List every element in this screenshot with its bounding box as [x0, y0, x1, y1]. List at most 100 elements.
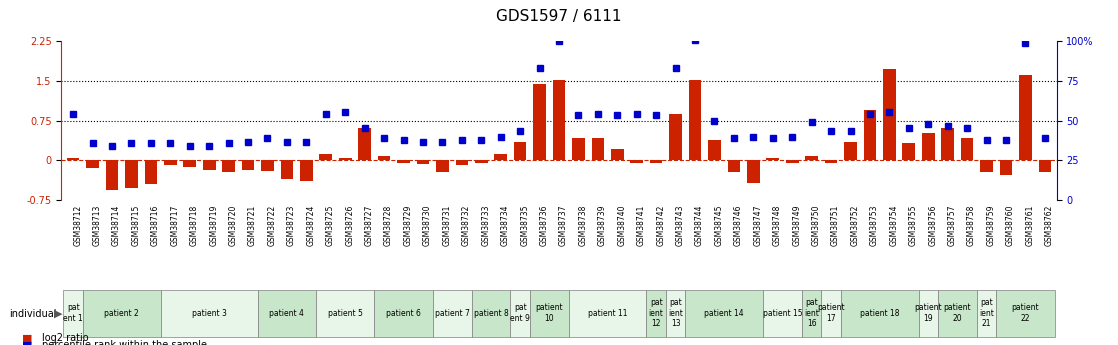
Bar [631, 160, 643, 163]
Bar [514, 142, 527, 160]
FancyBboxPatch shape [666, 290, 685, 337]
Text: pat
ent 9: pat ent 9 [510, 303, 530, 323]
FancyBboxPatch shape [919, 290, 938, 337]
Text: ▶: ▶ [54, 309, 63, 319]
FancyBboxPatch shape [161, 290, 258, 337]
Text: GSM38715: GSM38715 [132, 204, 141, 246]
FancyBboxPatch shape [83, 290, 161, 337]
Text: GSM38755: GSM38755 [909, 204, 918, 246]
Text: GSM38723: GSM38723 [287, 204, 296, 246]
Bar [863, 110, 877, 160]
Text: GSM38725: GSM38725 [325, 204, 334, 246]
Text: individual: individual [9, 309, 56, 319]
Bar [144, 160, 158, 184]
Bar [320, 154, 332, 160]
Bar [222, 160, 235, 172]
Text: GSM38736: GSM38736 [540, 204, 549, 246]
Bar [281, 160, 293, 179]
Text: GSM38721: GSM38721 [248, 204, 257, 246]
Bar [494, 154, 508, 160]
Text: patient 15: patient 15 [762, 308, 803, 318]
FancyBboxPatch shape [822, 290, 841, 337]
Bar [883, 69, 896, 160]
Bar [183, 160, 196, 167]
Text: patient 8: patient 8 [474, 308, 509, 318]
Text: pat
ient
12: pat ient 12 [648, 298, 664, 328]
Bar [1020, 75, 1032, 160]
Text: GSM38744: GSM38744 [695, 204, 704, 246]
Text: GSM38732: GSM38732 [462, 204, 471, 246]
Bar [572, 138, 585, 160]
Bar [417, 160, 429, 164]
Bar [825, 160, 837, 163]
Bar [922, 133, 935, 160]
Text: patient 6: patient 6 [386, 308, 421, 318]
Bar [1039, 160, 1051, 172]
Bar [728, 160, 740, 172]
Text: patient
22: patient 22 [1012, 303, 1040, 323]
Text: GSM38746: GSM38746 [733, 204, 742, 246]
Text: patient 14: patient 14 [704, 308, 743, 318]
Bar [747, 160, 759, 183]
Bar [455, 160, 468, 165]
FancyBboxPatch shape [646, 290, 666, 337]
Text: patient
19: patient 19 [915, 303, 942, 323]
Text: GSM38714: GSM38714 [112, 204, 121, 246]
Bar [475, 160, 487, 163]
Bar [339, 158, 351, 160]
FancyBboxPatch shape [258, 290, 316, 337]
Text: GSM38754: GSM38754 [890, 204, 899, 246]
Text: GSM38750: GSM38750 [812, 204, 821, 246]
Text: GSM38737: GSM38737 [559, 204, 568, 246]
Text: GSM38729: GSM38729 [404, 204, 413, 246]
Bar [397, 160, 410, 163]
Bar [164, 160, 177, 165]
Text: GSM38748: GSM38748 [773, 204, 781, 246]
Bar [378, 156, 390, 160]
FancyBboxPatch shape [764, 290, 802, 337]
Bar [591, 138, 604, 160]
FancyBboxPatch shape [685, 290, 764, 337]
Text: patient 5: patient 5 [328, 308, 362, 318]
Bar [941, 128, 954, 160]
FancyBboxPatch shape [375, 290, 433, 337]
FancyBboxPatch shape [569, 290, 646, 337]
Text: pat
ient
16: pat ient 16 [804, 298, 819, 328]
FancyBboxPatch shape [316, 290, 375, 337]
FancyBboxPatch shape [530, 290, 569, 337]
Bar [670, 114, 682, 160]
Bar [241, 160, 255, 170]
Text: patient 4: patient 4 [269, 308, 304, 318]
Text: GSM38753: GSM38753 [870, 204, 879, 246]
FancyBboxPatch shape [977, 290, 996, 337]
Text: pat
ent 1: pat ent 1 [64, 303, 83, 323]
Text: GSM38743: GSM38743 [675, 204, 684, 246]
Bar [67, 158, 79, 160]
Bar [552, 80, 566, 160]
Text: GSM38733: GSM38733 [481, 204, 491, 246]
Text: GSM38722: GSM38722 [267, 204, 276, 246]
Text: GSM38718: GSM38718 [190, 204, 199, 246]
Text: percentile rank within the sample: percentile rank within the sample [42, 340, 208, 345]
Text: GSM38760: GSM38760 [1006, 204, 1015, 246]
Bar [610, 149, 624, 160]
Text: GSM38739: GSM38739 [598, 204, 607, 246]
Text: GSM38712: GSM38712 [73, 204, 82, 246]
Bar [767, 158, 779, 160]
Text: GSM38720: GSM38720 [228, 204, 238, 246]
Text: ■: ■ [22, 333, 32, 343]
FancyBboxPatch shape [996, 290, 1054, 337]
Bar [650, 160, 663, 163]
Bar [106, 160, 119, 189]
Text: GSM38752: GSM38752 [851, 204, 860, 246]
FancyBboxPatch shape [938, 290, 977, 337]
Text: GSM38749: GSM38749 [793, 204, 802, 246]
Text: GSM38761: GSM38761 [1025, 204, 1034, 246]
Text: GSM38726: GSM38726 [345, 204, 354, 246]
FancyBboxPatch shape [511, 290, 530, 337]
Text: GSM38751: GSM38751 [831, 204, 840, 246]
Text: GSM38747: GSM38747 [754, 204, 762, 246]
Bar [980, 160, 993, 172]
FancyBboxPatch shape [802, 290, 822, 337]
Text: patient 11: patient 11 [588, 308, 627, 318]
